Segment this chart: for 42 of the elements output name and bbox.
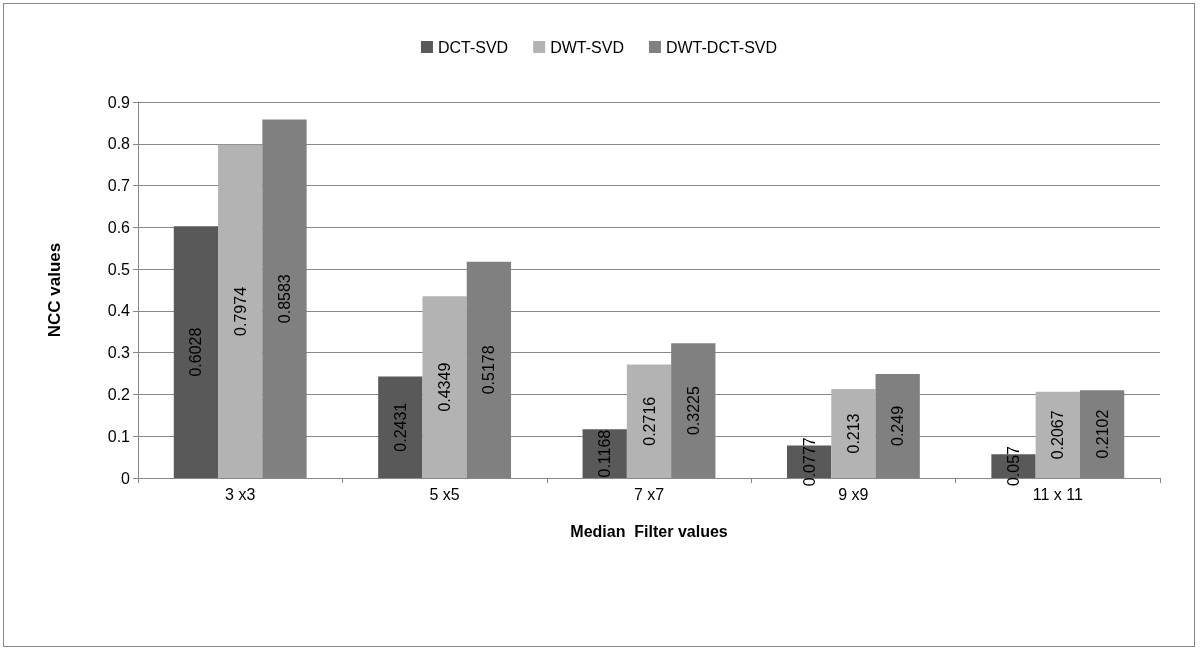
x-tick-label: 7 x7 bbox=[633, 485, 665, 503]
data-label: 0.6028 bbox=[187, 327, 205, 377]
bar bbox=[173, 226, 219, 478]
bar bbox=[1035, 391, 1080, 478]
x-axis-title: Median Filter values bbox=[570, 522, 728, 540]
data-label: 0.249 bbox=[889, 405, 907, 447]
y-tick-label: 0.8 bbox=[107, 135, 131, 153]
data-label: 0.4349 bbox=[436, 362, 454, 412]
bar bbox=[422, 296, 467, 478]
data-label: 0.5178 bbox=[480, 345, 498, 395]
data-label: 0.2431 bbox=[391, 402, 409, 452]
legend-label: DWT-SVD bbox=[550, 38, 624, 56]
data-label: 0.2102 bbox=[1093, 409, 1111, 459]
data-label: 0.3225 bbox=[684, 386, 702, 436]
y-tick-label: 0.3 bbox=[107, 344, 131, 362]
y-tick-label: 0.6 bbox=[107, 218, 131, 236]
y-tick-label: 0.4 bbox=[107, 302, 131, 320]
data-label: 0.8583 bbox=[275, 274, 293, 324]
y-tick-label: 0.1 bbox=[107, 427, 131, 445]
bar bbox=[378, 376, 423, 478]
data-label: 0.1168 bbox=[596, 429, 614, 478]
data-label: 0.0777 bbox=[800, 437, 818, 487]
data-label: 0.7974 bbox=[231, 286, 249, 336]
data-label: 0.2716 bbox=[640, 396, 658, 446]
y-tick-label: 0.7 bbox=[107, 177, 131, 195]
x-tick-label: 11 x 11 bbox=[1032, 485, 1083, 503]
x-tick-label: 3 x3 bbox=[225, 485, 256, 503]
y-tick-label: 0 bbox=[121, 469, 131, 487]
y-tick-label: 0.2 bbox=[107, 385, 131, 403]
legend-label: DCT-SVD bbox=[437, 38, 509, 56]
data-label: 0.057 bbox=[1005, 445, 1023, 487]
y-axis-title: NCC values bbox=[45, 242, 64, 338]
x-tick-label: 9 x9 bbox=[838, 485, 869, 503]
y-tick-label: 0.5 bbox=[107, 260, 131, 278]
data-label: 0.213 bbox=[844, 413, 862, 454]
y-tick-label: 0.9 bbox=[107, 93, 131, 111]
bar bbox=[831, 389, 876, 478]
bar bbox=[626, 364, 672, 478]
data-label: 0.2067 bbox=[1049, 410, 1067, 460]
bar bbox=[218, 144, 263, 478]
x-tick-label: 5 x5 bbox=[429, 485, 460, 503]
legend-label: DWT-DCT-SVD bbox=[665, 38, 778, 56]
